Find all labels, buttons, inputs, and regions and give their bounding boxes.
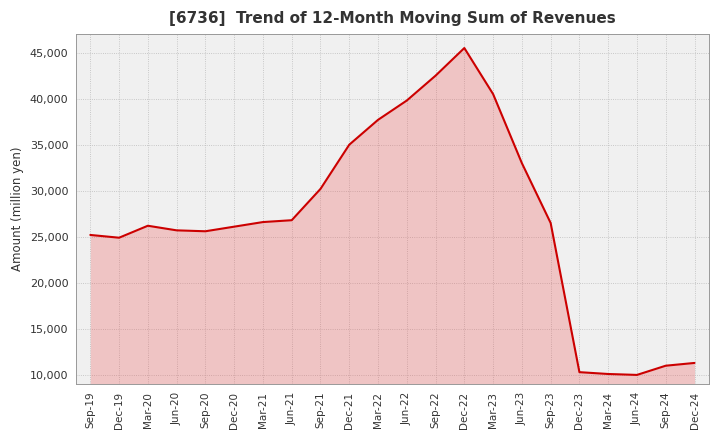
Y-axis label: Amount (million yen): Amount (million yen) [11,147,24,271]
Title: [6736]  Trend of 12-Month Moving Sum of Revenues: [6736] Trend of 12-Month Moving Sum of R… [169,11,616,26]
